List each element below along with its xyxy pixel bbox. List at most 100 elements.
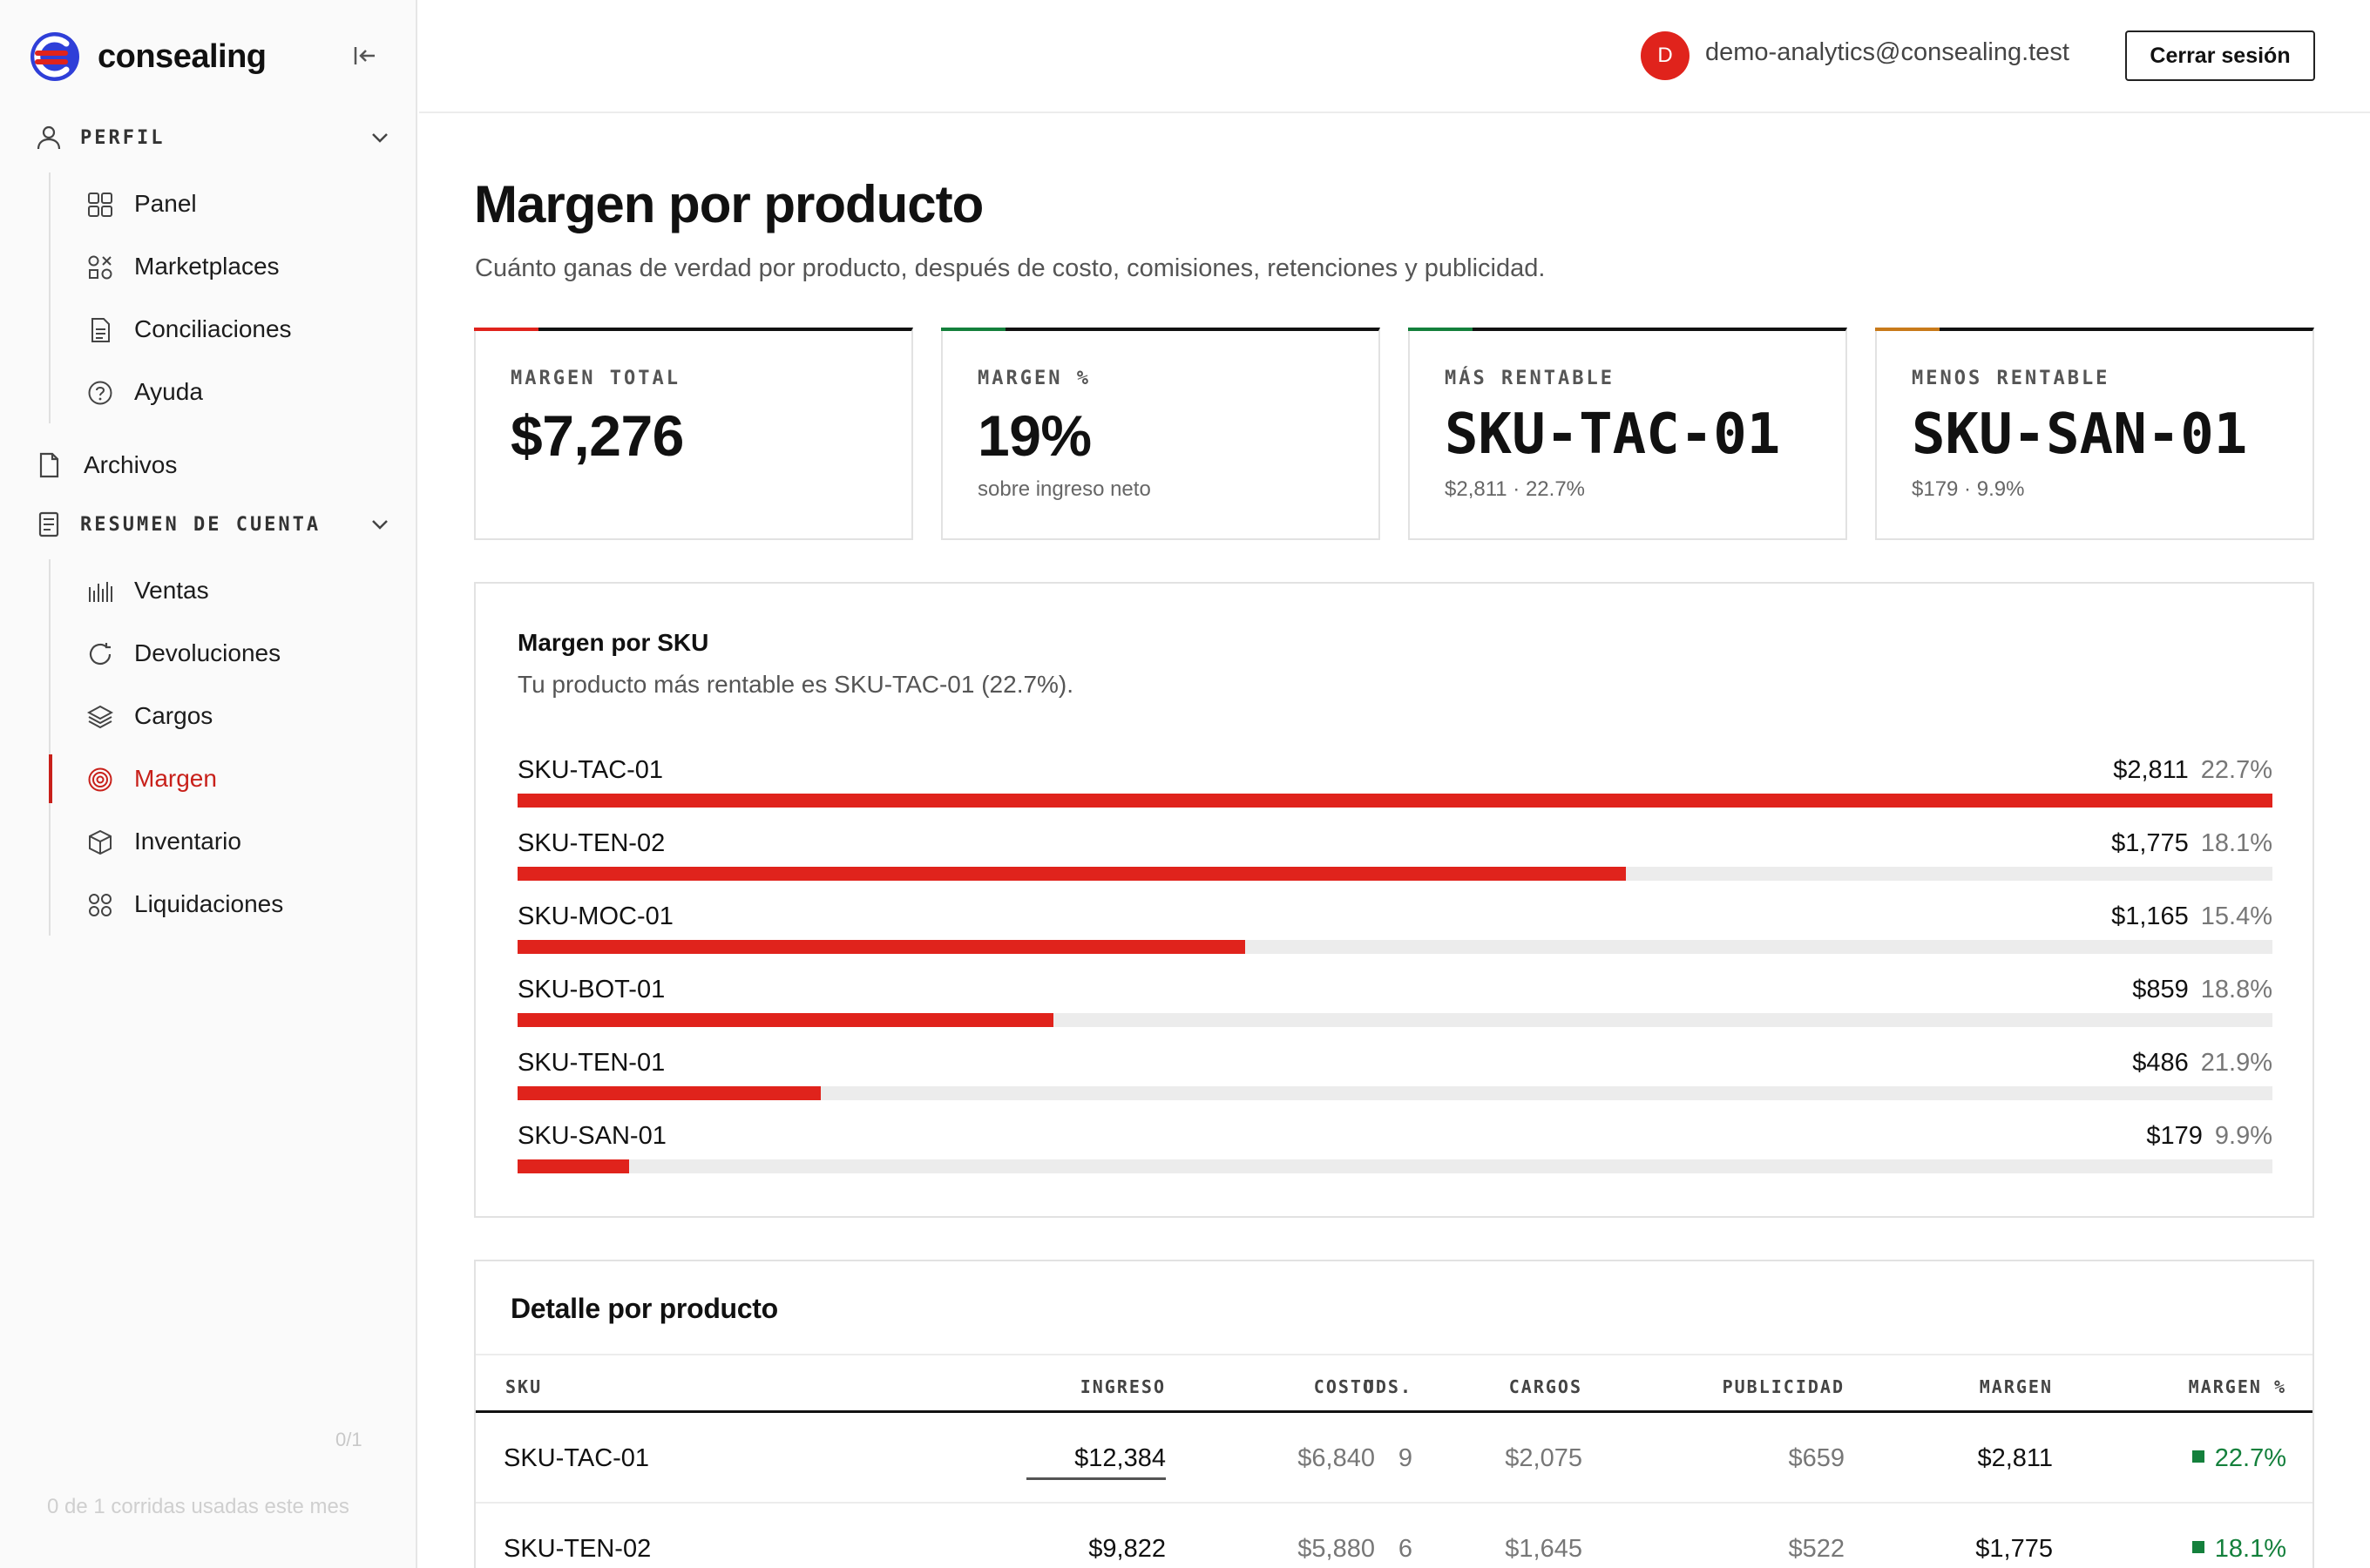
user-email: demo-analytics@consealing.test xyxy=(1705,38,2069,66)
cell-sku: SKU-TEN-02 xyxy=(504,1535,652,1563)
table-row[interactable]: SKU-TAC-01 9 $12,384 $6,840 $2,075 $659 $2,811… xyxy=(476,1413,2312,1504)
cell-costo: $6,840 xyxy=(1297,1444,1375,1472)
kpi-value: 19% xyxy=(978,403,1092,468)
app-logo[interactable]: consealing xyxy=(28,26,267,87)
sidebar-item-label: Ayuda xyxy=(134,378,203,405)
bar-value-amount: $179 xyxy=(2146,1122,2203,1150)
cell-cargos: $1,645 xyxy=(1505,1535,1582,1563)
help-icon xyxy=(88,381,112,405)
sidebar-item-panel[interactable]: Panel xyxy=(51,172,397,235)
app-name: consealing xyxy=(98,37,267,75)
cell-margen-pct: 22.7% xyxy=(2191,1444,2286,1473)
kpi-card-mas-rentable: MÁS RENTABLE SKU-TAC-01 $2,811 · 22.7% xyxy=(1408,328,1847,540)
sidebar-section-resumen[interactable]: RESUMEN DE CUENTA xyxy=(35,500,392,549)
sidebar-item-conciliaciones[interactable]: Conciliaciones xyxy=(51,298,397,361)
section-label: RESUMEN DE CUENTA xyxy=(80,513,322,536)
cell-margen: $1,775 xyxy=(1975,1535,2053,1563)
bar-value-amount: $1,775 xyxy=(2111,829,2189,857)
cell-costo: $5,880 xyxy=(1297,1535,1375,1563)
column-header-publicidad[interactable]: PUBLICIDAD xyxy=(1722,1376,1845,1397)
grid-icon xyxy=(88,193,112,217)
bar-value: $179 9.9% xyxy=(2146,1122,2272,1151)
bar-label: SKU-TEN-01 xyxy=(518,1049,666,1077)
box-icon xyxy=(89,829,112,855)
sidebar-item-archivos[interactable]: Archivos xyxy=(35,439,177,491)
sidebar-item-liquidaciones[interactable]: Liquidaciones xyxy=(51,873,397,936)
table-row[interactable]: SKU-TEN-02 6 $9,822 $5,880 $1,645 $522 $1,775 1… xyxy=(476,1504,2312,1568)
cell-margen: $2,811 xyxy=(1977,1444,2053,1472)
kpi-value: $7,276 xyxy=(511,403,684,468)
sidebar-item-inventario[interactable]: Inventario xyxy=(51,810,397,873)
bar-value-amount: $2,811 xyxy=(2113,756,2189,784)
sidebar-item-ayuda[interactable]: Ayuda xyxy=(51,361,397,423)
kpi-accent xyxy=(941,328,1006,331)
cell-uds: 6 xyxy=(1398,1535,1412,1563)
column-header-uds[interactable]: UDS. xyxy=(1363,1376,1412,1397)
bar-value-pct: 21.9% xyxy=(2200,1049,2272,1077)
status-square-icon xyxy=(2191,1541,2204,1554)
cell-publicidad: $522 xyxy=(1788,1535,1845,1563)
sidebar-item-label: Inventario xyxy=(134,828,241,855)
cell-uds: 9 xyxy=(1398,1444,1412,1472)
sidebar-item-cargos[interactable]: Cargos xyxy=(51,685,397,747)
product-detail-table: Detalle por producto SKU UDS. INGRESO CO… xyxy=(474,1260,2314,1568)
resumen-items: Ventas Devoluciones Cargos Margen xyxy=(49,559,397,936)
sidebar-item-label: Margen xyxy=(134,765,217,792)
page-subtitle: Cuánto ganas de verdad por producto, des… xyxy=(475,254,1546,282)
bar-value-amount: $859 xyxy=(2132,976,2189,1004)
bar-value-pct: 22.7% xyxy=(2200,756,2272,784)
topbar: D demo-analytics@consealing.test Cerrar … xyxy=(419,0,2370,113)
column-header-costo[interactable]: COSTO xyxy=(1313,1376,1375,1397)
perfil-items: Panel Marketplaces Conciliaciones xyxy=(49,172,397,423)
chart-subtitle: Tu producto más rentable es SKU-TAC-01 (… xyxy=(518,671,1074,698)
column-header-margen[interactable]: MARGEN xyxy=(1979,1376,2053,1397)
sidebar-section-perfil[interactable]: PERFIL xyxy=(35,113,392,162)
chevron-down-icon xyxy=(372,520,388,530)
bar-track xyxy=(518,794,2272,808)
column-header-margen-pct[interactable]: MARGEN % xyxy=(2188,1376,2286,1397)
target-icon xyxy=(88,767,112,792)
user-icon xyxy=(37,125,61,150)
bar-label: SKU-TEN-02 xyxy=(518,829,666,857)
bar-value: $2,811 22.7% xyxy=(2113,756,2272,785)
sidebar-item-ventas[interactable]: Ventas xyxy=(51,559,397,622)
sidebar-item-devoluciones[interactable]: Devoluciones xyxy=(51,622,397,685)
margin-by-sku-chart: Margen por SKU Tu producto más rentable … xyxy=(474,582,2314,1218)
chart-title: Margen por SKU xyxy=(518,629,709,656)
bar-value-pct: 9.9% xyxy=(2214,1122,2272,1150)
kpi-card-margen-pct: MARGEN % 19% sobre ingreso neto xyxy=(941,328,1380,540)
collapse-sidebar-button[interactable] xyxy=(347,38,382,73)
bar-value-amount: $486 xyxy=(2132,1049,2189,1077)
bar-track xyxy=(518,1013,2272,1027)
column-header-ingreso[interactable]: INGRESO xyxy=(1080,1376,1166,1397)
cell-cargos: $2,075 xyxy=(1505,1444,1582,1472)
kpi-value: SKU-TAC-01 xyxy=(1445,402,1781,467)
cell-ingreso: $9,822 xyxy=(1088,1535,1166,1563)
hover-underline xyxy=(1026,1477,1166,1480)
bar-row: SKU-TEN-02 $1,775 18.1% xyxy=(518,829,2272,890)
logo-icon xyxy=(28,30,82,84)
bar-label: SKU-TAC-01 xyxy=(518,756,664,784)
bar xyxy=(518,867,1626,881)
column-header-cargos[interactable]: CARGOS xyxy=(1508,1376,1582,1397)
logout-button[interactable]: Cerrar sesión xyxy=(2125,30,2315,81)
avatar[interactable]: D xyxy=(1641,31,1689,80)
kpi-card-margen-total: MARGEN TOTAL $7,276 xyxy=(474,328,913,540)
kpi-sub: sobre ingreso neto xyxy=(978,477,1151,501)
bar xyxy=(518,1086,822,1100)
page-title: Margen por producto xyxy=(474,175,984,233)
sidebar-item-marketplaces[interactable]: Marketplaces xyxy=(51,235,397,298)
sidebar-item-margen[interactable]: Margen xyxy=(49,747,397,810)
file-icon xyxy=(39,452,59,478)
column-header-sku[interactable]: SKU xyxy=(505,1376,543,1397)
bar-value: $486 21.9% xyxy=(2132,1049,2272,1078)
sidebar-item-label: Cargos xyxy=(134,702,213,729)
layers-icon xyxy=(87,705,113,729)
kpi-value: SKU-SAN-01 xyxy=(1912,402,2248,467)
bar-value-pct: 18.1% xyxy=(2200,829,2272,857)
bar-row: SKU-TEN-01 $486 21.9% xyxy=(518,1049,2272,1110)
bar xyxy=(518,1159,630,1173)
bar-value-pct: 15.4% xyxy=(2200,902,2272,930)
table-title: Detalle por producto xyxy=(511,1293,778,1324)
receipt-icon xyxy=(38,511,59,537)
